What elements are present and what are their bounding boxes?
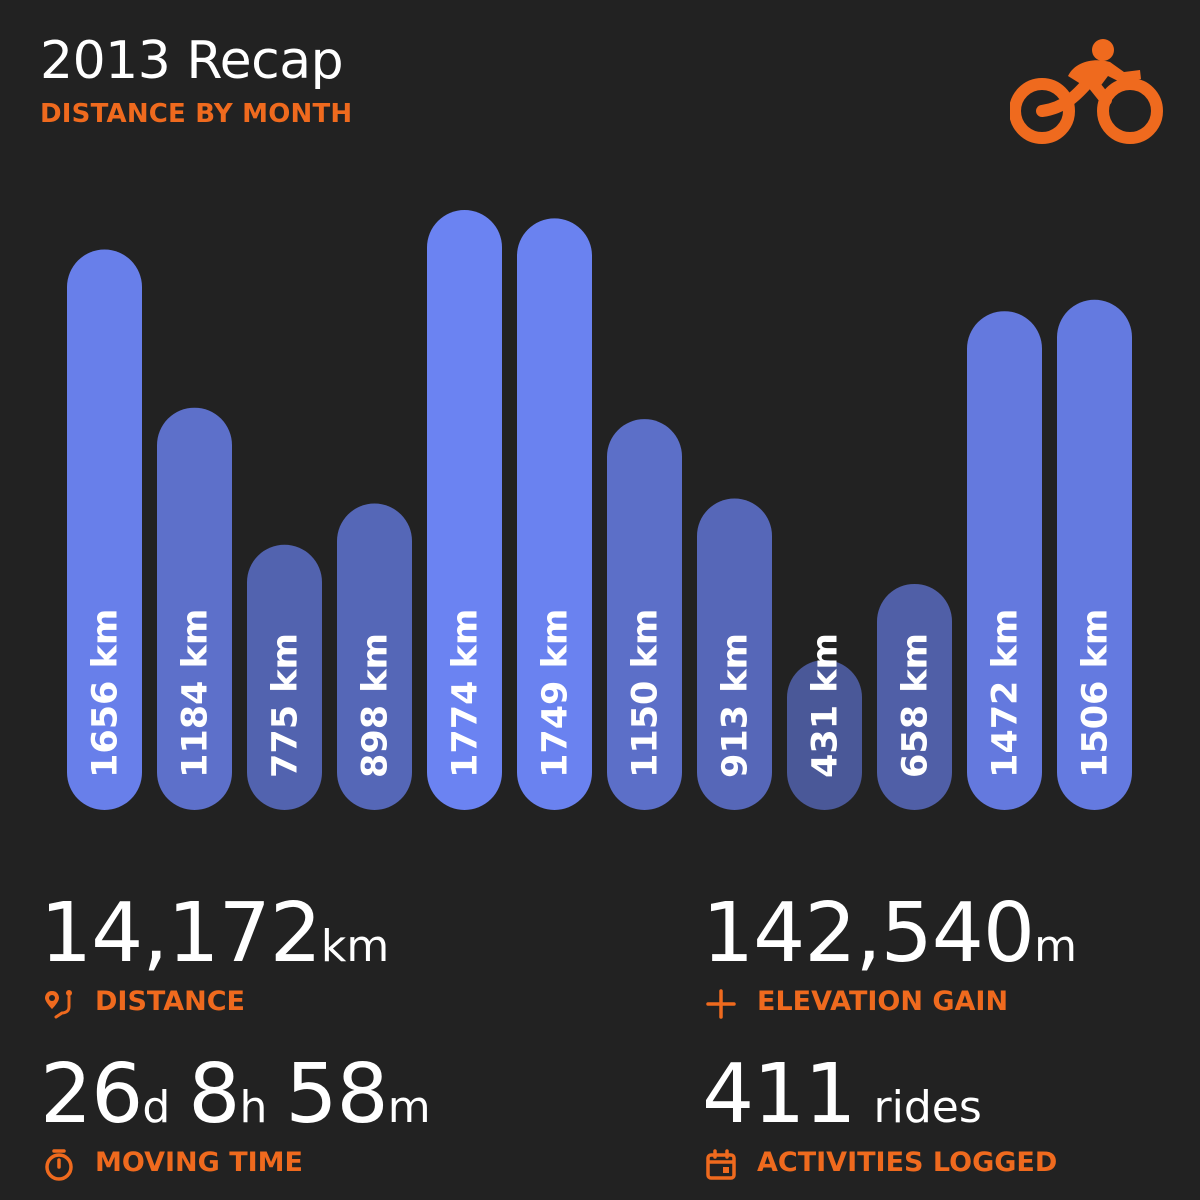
- bar-label-5: 1774 km: [446, 609, 486, 778]
- distance-unit: km: [320, 921, 390, 972]
- page-subtitle: DISTANCE BY MONTH: [40, 99, 353, 129]
- bar-label-11: 1472 km: [986, 609, 1026, 778]
- bar-label-2: 1184 km: [176, 609, 216, 778]
- plus-icon: [706, 989, 736, 1019]
- bar-label-6: 1749 km: [536, 609, 576, 778]
- bar-label-4: 898 km: [356, 633, 396, 778]
- distance-value: 14,172: [40, 886, 322, 981]
- moving-days-unit: d: [142, 1082, 171, 1133]
- elevation-label: ELEVATION GAIN: [757, 986, 1009, 1017]
- bar-11: [967, 311, 1042, 810]
- distance-label: DISTANCE: [95, 986, 245, 1017]
- bar-label-1: 1656 km: [86, 609, 126, 778]
- moving-hours-value: 8: [188, 1047, 240, 1142]
- stopwatch-icon: [45, 1149, 73, 1181]
- bar-10: [877, 583, 952, 810]
- bar-7: [607, 419, 682, 810]
- bar-12: [1057, 299, 1132, 810]
- bar-label-10: 658 km: [896, 633, 936, 778]
- route-icon: [45, 990, 72, 1019]
- bar-8: [697, 498, 772, 810]
- page-title: 2013 Recap: [40, 31, 344, 91]
- calendar-icon: [706, 1149, 736, 1180]
- bar-1: [67, 249, 142, 811]
- distance-bar-chart: 1656 km 1184 km 775 km 898 km 1774 km 1749 km…: [67, 210, 1132, 811]
- bar-label-12: 1506 km: [1076, 609, 1116, 778]
- activities-unit: rides: [873, 1082, 982, 1133]
- moving-hours-unit: h: [239, 1082, 268, 1133]
- bar-9: [787, 660, 862, 810]
- bar-label-3: 775 km: [266, 633, 306, 778]
- bar-4: [337, 503, 412, 810]
- bar-6: [517, 218, 592, 810]
- bar-2: [157, 407, 232, 810]
- bar-5: [427, 210, 502, 810]
- bar-3: [247, 544, 322, 810]
- bar-label-9: 431 km: [806, 633, 846, 778]
- moving-minutes-unit: m: [387, 1082, 431, 1133]
- elevation-unit: m: [1034, 921, 1077, 972]
- bar-label-7: 1150 km: [626, 609, 666, 778]
- activities-label: ACTIVITIES LOGGED: [757, 1147, 1058, 1178]
- moving-days-value: 26: [40, 1047, 143, 1142]
- moving-time-label: MOVING TIME: [95, 1147, 303, 1178]
- moving-minutes-value: 58: [285, 1047, 388, 1142]
- elevation-value: 142,540: [702, 886, 1035, 981]
- activities-value: 411: [702, 1047, 857, 1142]
- cyclist-icon: [1010, 39, 1163, 144]
- bar-label-8: 913 km: [716, 633, 756, 778]
